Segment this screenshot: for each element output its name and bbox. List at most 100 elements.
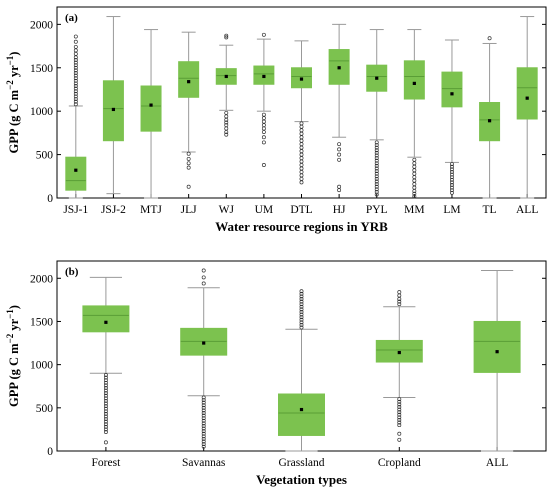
outlier-point xyxy=(201,398,206,402)
panel-label-a: (a) xyxy=(65,12,78,24)
outlier-point xyxy=(73,89,78,94)
outlier-point xyxy=(201,413,206,418)
y-tick-label: 2000 xyxy=(30,273,53,285)
outlier-point xyxy=(299,310,304,314)
outlier-point xyxy=(299,170,304,174)
outlier-point xyxy=(299,173,304,178)
outlier-point xyxy=(73,39,78,44)
outlier-point xyxy=(103,404,108,409)
outlier-point xyxy=(103,422,108,427)
outlier-point xyxy=(299,299,304,304)
y-tick-label: 1000 xyxy=(30,106,53,118)
outlier-point xyxy=(374,143,379,147)
outlier-point xyxy=(397,402,402,407)
outlier-point xyxy=(224,117,229,122)
box-iqr xyxy=(441,71,463,108)
outlier-point xyxy=(299,152,304,157)
y-tick-label: 1500 xyxy=(30,63,53,75)
outlier-point xyxy=(186,165,191,170)
outlier-point xyxy=(73,99,78,104)
outlier-point xyxy=(299,320,304,325)
outlier-point xyxy=(103,411,108,416)
outlier-point xyxy=(299,135,304,140)
outlier-point xyxy=(397,290,402,295)
outlier-point xyxy=(337,142,342,147)
outlier-point xyxy=(374,174,379,179)
outlier-point xyxy=(450,190,454,195)
box-um xyxy=(253,32,275,167)
box-iqr xyxy=(516,67,538,120)
outlier-point xyxy=(299,163,304,167)
x-tick-label: DTL xyxy=(290,204,312,216)
outlier-point xyxy=(103,380,108,385)
box-jsj-1 xyxy=(65,34,87,199)
x-tick-label: MTJ xyxy=(140,204,162,216)
box-iqr xyxy=(278,393,325,436)
box-tl xyxy=(479,36,501,199)
outlier-point xyxy=(103,430,108,434)
outlier-point xyxy=(73,63,78,68)
mean-marker xyxy=(202,341,206,345)
outlier-point xyxy=(397,412,402,417)
outlier-point xyxy=(73,58,78,62)
outlier-point xyxy=(412,161,417,166)
outlier-point xyxy=(299,304,304,309)
outlier-point xyxy=(103,398,108,403)
box-iqr xyxy=(473,320,521,373)
outlier-point xyxy=(103,383,108,388)
outlier-point xyxy=(412,178,417,183)
outlier-point xyxy=(186,184,191,189)
outlier-point xyxy=(374,153,379,158)
y-tick-label: 1000 xyxy=(30,360,53,372)
outlier-point xyxy=(299,325,304,330)
outlier-point xyxy=(261,112,266,117)
y-tick-label: 2000 xyxy=(30,19,53,31)
outlier-point xyxy=(73,48,78,53)
outlier-point xyxy=(73,97,78,101)
mean-marker xyxy=(450,92,454,96)
outlier-point xyxy=(73,76,78,81)
x-tick-label: MM xyxy=(404,204,424,216)
outlier-point xyxy=(73,73,78,78)
box-dtl xyxy=(291,40,312,185)
outlier-point xyxy=(374,156,379,161)
y-axis-label-a: GPP (g C m−2 yr−1) xyxy=(5,52,21,154)
outlier-point xyxy=(374,179,379,184)
mean-marker xyxy=(412,81,416,85)
outlier-point xyxy=(299,166,304,171)
outlier-point xyxy=(299,138,304,143)
outlier-point xyxy=(374,158,379,163)
outlier-point xyxy=(299,297,304,301)
outlier-point xyxy=(299,307,304,312)
outlier-point xyxy=(299,289,304,294)
outlier-point xyxy=(73,91,78,96)
outlier-point xyxy=(103,414,108,419)
outlier-point xyxy=(224,35,229,40)
mean-marker xyxy=(149,103,153,107)
outlier-point xyxy=(103,396,108,401)
outlier-point xyxy=(450,162,454,167)
panel-b: 0 500 1000 1500 2000 Forest Savannas Grassland C… xyxy=(5,260,547,487)
box-wj xyxy=(215,33,237,137)
outlier-point xyxy=(201,405,206,410)
outlier-point xyxy=(450,183,454,187)
outlier-point xyxy=(374,176,379,181)
outlier-point xyxy=(224,130,229,134)
outlier-point xyxy=(337,152,342,157)
outlier-point xyxy=(374,166,379,171)
outlier-point xyxy=(299,124,304,129)
outlier-point xyxy=(450,167,454,172)
outlier-point xyxy=(186,156,191,161)
outlier-point xyxy=(201,434,206,439)
y-tick-label: 500 xyxy=(36,150,54,162)
x-tick-label: LM xyxy=(443,204,460,216)
outlier-point xyxy=(261,116,266,121)
outlier-point xyxy=(450,172,454,177)
outlier-point xyxy=(103,375,108,380)
box-jlj xyxy=(178,31,200,189)
outlier-point xyxy=(299,317,304,322)
outlier-point xyxy=(103,409,108,414)
y-axis-label-b: GPP (g C m−2 yr−1) xyxy=(5,305,21,407)
x-tick-label: ALL xyxy=(486,457,508,469)
